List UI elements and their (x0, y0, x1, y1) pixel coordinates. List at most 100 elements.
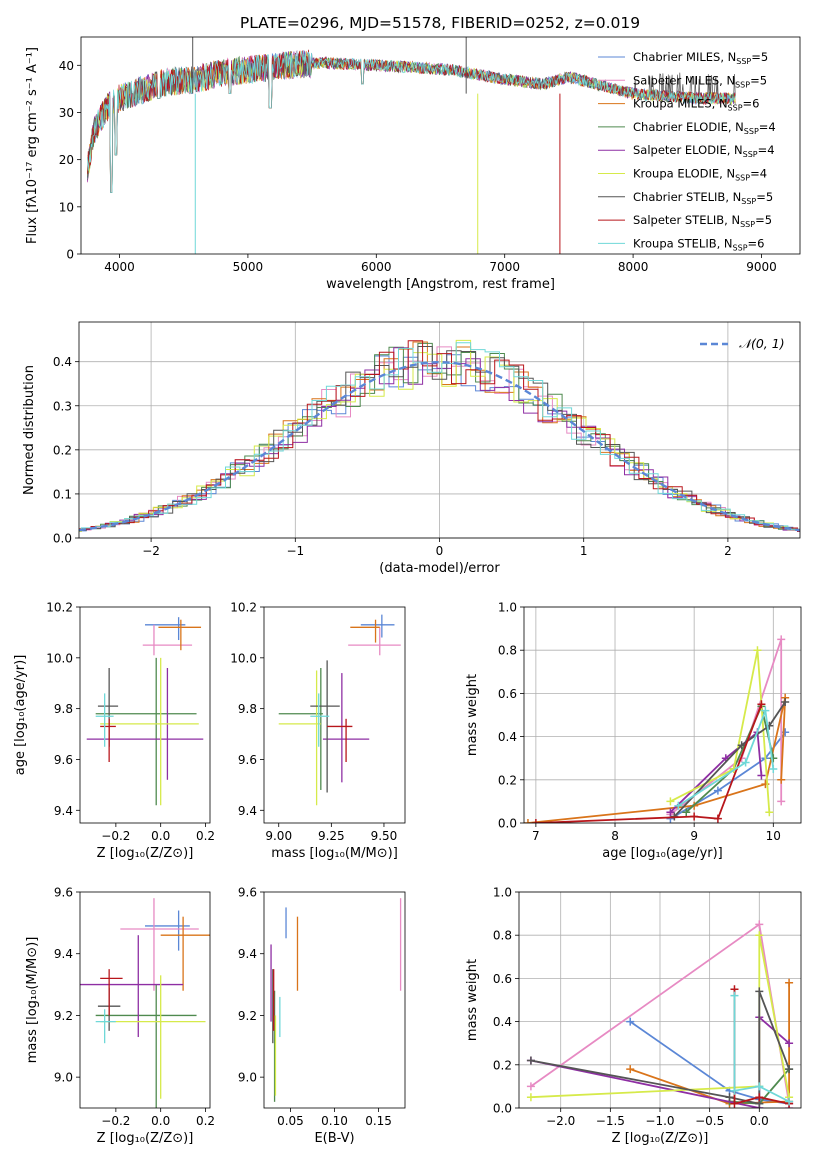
y-tick-label: 9.0 (54, 1071, 73, 1085)
legend-label: Chabrier STELIB, NSSP=5 (633, 190, 773, 206)
weight-marker (781, 728, 790, 737)
weight-series (524, 693, 790, 823)
weight-marker (737, 741, 746, 750)
plot-area (86, 617, 204, 806)
histogram-step (79, 346, 800, 532)
plot-area (526, 920, 794, 1108)
legend-label-subscript: SSP (735, 80, 750, 89)
legend-label: Salpeter STELIB, NSSP=5 (633, 213, 772, 229)
legend-label-subscript: SSP (736, 57, 751, 66)
y-tick-label: 10.0 (230, 651, 257, 665)
weight-series (730, 991, 794, 1106)
panel-weight-vs-age: 7 8 9 10 0.0 0.2 0.4 0.6 0.8 1.0 age [log₁₀(age/yr… (465, 601, 802, 861)
legend-label: Kroupa ELODIE, NSSP=4 (633, 167, 767, 183)
y-tick-label: 0.0 (498, 817, 517, 831)
errorbar-point (97, 667, 119, 747)
weight-marker (526, 1093, 535, 1102)
plot-area (79, 339, 800, 532)
histogram-step (79, 346, 800, 531)
weight-marker (777, 797, 786, 806)
spectrum-line (87, 50, 736, 194)
y-tick-label: 9.8 (54, 702, 73, 716)
y-tick-label: 9.8 (238, 702, 257, 716)
y-tick-label: 9.2 (54, 1009, 73, 1023)
weight-marker (666, 797, 675, 806)
weight-marker (777, 775, 786, 784)
axes-frame (78, 321, 801, 539)
errorbar-point (95, 657, 197, 806)
legend-label-subscript: SSP (735, 174, 750, 183)
x-tick-label: 7 (532, 829, 540, 843)
weight-marker (769, 765, 778, 773)
legend-label-suffix: =4 (759, 120, 776, 134)
weight-marker (524, 819, 532, 823)
y-tick-label: 9.4 (238, 947, 257, 961)
axes-frame (79, 606, 211, 824)
weight-marker (666, 808, 675, 817)
weight-marker (755, 931, 764, 940)
weight-marker (526, 1082, 535, 1091)
panel-age-vs-mass: 9.00 9.25 9.50 9.4 9.6 9.8 10.0 10.2 mass [log₁₀… (230, 601, 406, 861)
axes-frame (263, 606, 406, 824)
errorbar-point (95, 693, 114, 747)
y-tick-label: 0.2 (53, 443, 72, 457)
axes-frame (523, 606, 802, 824)
y-tick-label: 0.6 (493, 972, 512, 986)
y-tick-label: 9.2 (238, 1009, 257, 1023)
y-tick-label: 9.6 (238, 753, 257, 767)
errorbar-point (158, 619, 202, 651)
panel-residuals: −2 −1 0 1 2 0.0 0.1 0.2 0.3 0.4 (data-model)/error… (22, 321, 801, 576)
errorbar-point (100, 975, 206, 1099)
legend-label: Kroupa MILES, NSSP=6 (633, 97, 759, 113)
axes: 4000 5000 6000 7000 8000 9000 0 10 20 30 40 wavelen… (25, 36, 801, 292)
x-tick-label: −0.5 (695, 1114, 724, 1128)
x-tick-label: 0.10 (321, 1114, 348, 1128)
x-tick-label: −2.0 (546, 1114, 575, 1128)
axes: 0.05 0.10 0.15 9.0 9.2 9.4 9.6 E(B-V) (238, 886, 406, 1146)
weight-marker (757, 700, 766, 709)
x-tick-label: 0.2 (196, 1114, 215, 1128)
weight-marker (713, 786, 722, 795)
y-axis-label: mass weight (465, 959, 480, 1041)
y-tick-label: 0.2 (493, 1058, 512, 1072)
weight-marker (765, 808, 774, 817)
axes: −2 −1 0 1 2 0.0 0.1 0.2 0.3 0.4 (data-model)/error… (22, 321, 801, 576)
x-tick-label: 9000 (746, 260, 777, 274)
legend-label: Salpeter MILES, NSSP=5 (633, 73, 767, 89)
y-tick-label: 9.4 (238, 804, 257, 818)
legend-label: Chabrier MILES, NSSP=5 (633, 50, 768, 66)
x-tick-label: −0.2 (101, 829, 130, 843)
y-axis-label: mass weight (465, 674, 480, 756)
y-axis-label: mass [log₁₀(M/M⊙)] (25, 937, 40, 1064)
x-axis-label: wavelength [Angstrom, rest frame] (326, 277, 555, 292)
legend-label-suffix: =5 (756, 190, 773, 204)
legend-label-suffix: =4 (758, 143, 775, 157)
errorbar-point (348, 627, 401, 656)
legend-label-suffix: =4 (750, 167, 767, 181)
y-tick-label: 9.6 (238, 886, 257, 900)
figure-title: PLATE=0296, MJD=51578, FIBERID=0252, z=0… (240, 14, 640, 32)
weight-marker (785, 1065, 794, 1074)
y-tick-label: 0.6 (498, 687, 517, 701)
weight-marker (769, 754, 778, 763)
weight-marker (757, 771, 766, 780)
errorbar-point (100, 657, 199, 806)
weight-marker (755, 1093, 764, 1102)
weight-marker (785, 978, 794, 987)
weight-marker (690, 812, 699, 821)
y-axis-label: Normed distribution (22, 365, 37, 495)
y-tick-label: 0.2 (498, 773, 517, 787)
x-tick-label: −1.0 (645, 1114, 674, 1128)
x-tick-label: 9.50 (371, 829, 398, 843)
legend-label-suffix: =6 (743, 97, 760, 111)
y-tick-label: 0 (66, 248, 74, 262)
errorbar-point (95, 1009, 116, 1044)
x-axis-label: age [log₁₀(age/yr)] (602, 846, 723, 861)
x-tick-label: 9.00 (265, 829, 292, 843)
y-tick-label: 0.1 (53, 487, 72, 501)
y-tick-label: 20 (59, 153, 74, 167)
x-tick-label: 9 (690, 829, 698, 843)
weight-line (685, 703, 775, 813)
axes: −2.0 −1.5 −1.0 −0.5 0.0 0.0 0.2 0.4 0.6 0.8 1.0 Z [… (465, 886, 802, 1146)
